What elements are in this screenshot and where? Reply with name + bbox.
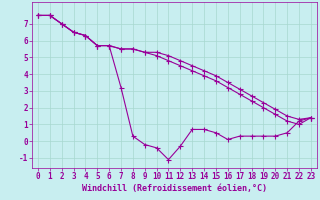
X-axis label: Windchill (Refroidissement éolien,°C): Windchill (Refroidissement éolien,°C) [82, 184, 267, 193]
